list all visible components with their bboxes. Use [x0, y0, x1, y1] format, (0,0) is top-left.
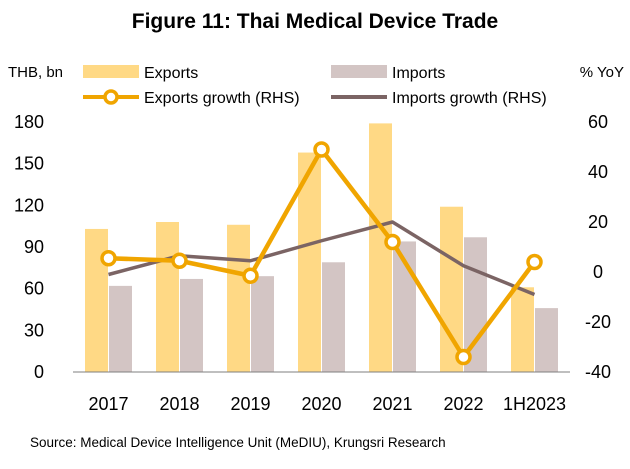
category-label-2017: 2017 [88, 394, 128, 414]
marker-exports-growth-rhs-2019 [242, 267, 259, 284]
right-axis-unit: % YoY [580, 64, 624, 81]
left-axis-unit: THB, bn [8, 64, 63, 81]
marker-exports-growth-rhs-2017 [100, 250, 117, 267]
plot-area: 0 30 60 90 120 150 180 -40 -20 0 20 40 60 2017 2018 201… [14, 112, 611, 414]
bar-imports-1h2023 [535, 308, 558, 372]
legend-marker-exports-growth [103, 89, 119, 105]
right-tick-label-20: 20 [588, 212, 608, 232]
marker-exports-growth-rhs-2020 [313, 141, 330, 158]
legend-label-exports: Exports [144, 65, 198, 82]
right-tick-label-60: 60 [588, 112, 608, 132]
chart-title: Figure 11: Thai Medical Device Trade [132, 10, 498, 33]
legend-label-imports-growth: Imports growth (RHS) [392, 90, 547, 107]
right-tick-label-0: 0 [593, 262, 603, 282]
left-tick-label-150: 150 [14, 154, 44, 174]
left-tick-label-90: 90 [24, 237, 44, 257]
category-label-1h2023: 1H2023 [503, 394, 566, 414]
bar-exports-2017 [85, 228, 108, 372]
bar-imports-2020 [322, 262, 345, 372]
marker-exports-growth-rhs-2021 [384, 233, 401, 251]
left-tick-label-180: 180 [14, 112, 44, 132]
bar-imports-2018 [180, 278, 203, 372]
bar-imports-2017 [109, 285, 132, 372]
legend-label-exports-growth: Exports growth (RHS) [144, 90, 300, 107]
legend-swatch-exports [83, 65, 139, 78]
bar-exports-2019 [227, 224, 250, 372]
bar-exports-2020 [298, 152, 321, 372]
legend-label-imports: Imports [392, 65, 445, 82]
right-tick-label-neg40: -40 [585, 362, 611, 382]
bar-exports-2018 [156, 222, 179, 372]
left-tick-label-120: 120 [14, 195, 44, 215]
category-label-2021: 2021 [372, 394, 412, 414]
left-tick-label-30: 30 [24, 320, 44, 340]
category-label-2022: 2022 [443, 394, 483, 414]
bar-exports-1h2023 [511, 287, 534, 372]
category-label-2018: 2018 [159, 394, 199, 414]
right-tick-label-neg20: -20 [585, 312, 611, 332]
marker-exports-growth-rhs-1h2023 [526, 253, 543, 271]
left-tick-label-0: 0 [34, 362, 44, 382]
bar-imports-2019 [251, 276, 274, 372]
legend: Exports Imports Exports growth (RHS) Imp… [83, 65, 547, 107]
right-tick-label-40: 40 [588, 162, 608, 182]
bar-imports-2022 [464, 237, 487, 372]
category-label-2020: 2020 [301, 394, 341, 414]
left-tick-label-60: 60 [24, 279, 44, 299]
category-label-2019: 2019 [230, 394, 270, 414]
marker-exports-growth-rhs-2022 [455, 348, 472, 366]
legend-swatch-imports [331, 65, 387, 78]
marker-exports-growth-rhs-2018 [171, 252, 188, 269]
bar-exports-2021 [369, 123, 392, 372]
source-note: Source: Medical Device Intelligence Unit… [30, 435, 446, 450]
